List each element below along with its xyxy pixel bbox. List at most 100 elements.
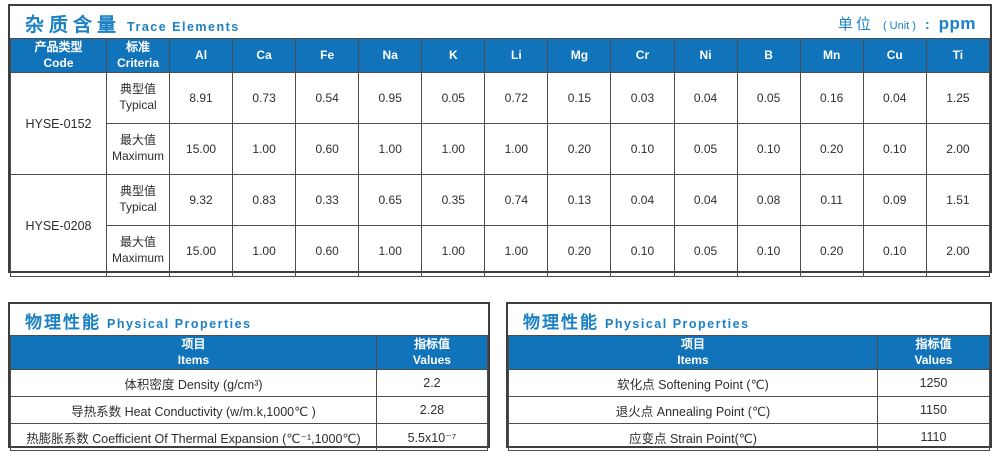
trace-value-cell: 15.00	[168, 123, 234, 175]
trace-value-cell: 1.00	[484, 225, 549, 277]
trace-value-cell: 0.03	[610, 72, 675, 124]
typical-label: 典型值 Typical	[106, 174, 170, 226]
trace-value-cell: 0.04	[673, 174, 738, 226]
trace-value-cell: 0.60	[295, 123, 360, 175]
trace-value-cell: 0.04	[862, 72, 927, 124]
trace-value-cell: 0.20	[547, 225, 612, 277]
element-header-fe: Fe	[295, 38, 360, 73]
header-criteria-en: Criteria	[116, 55, 160, 70]
trace-title-en: Trace Elements	[127, 19, 240, 34]
phys-item-cell: 热膨胀系数 Coefficient Of Thermal Expansion (…	[10, 423, 377, 451]
header-product-code: 产品类型 Code	[10, 38, 107, 73]
trace-title-row: 杂质含量 Trace Elements 单位 ( Unit ) : ppm	[10, 6, 990, 38]
trace-value-cell: 0.72	[484, 72, 549, 124]
unit-label: 单位 ( Unit ) : ppm	[838, 13, 976, 34]
trace-value-cell: 0.11	[799, 174, 864, 226]
trace-value-cell: 0.04	[610, 174, 675, 226]
phys-row: 软化点 Softening Point (℃) 1250	[508, 369, 991, 397]
header-values-cn: 指标值	[413, 336, 450, 351]
trace-value-cell: 0.05	[736, 72, 801, 124]
phys-row: 退火点 Annealing Point (℃) 1150	[508, 396, 991, 424]
phys-item-cell: 体积密度 Density (g/cm³)	[10, 369, 377, 397]
trace-value-cell: 0.83	[232, 174, 297, 226]
trace-value-cell: 0.04	[673, 72, 738, 124]
trace-title-cn: 杂质含量	[25, 14, 122, 36]
trace-value-cell: 1.00	[421, 225, 486, 277]
trace-value-cell: 0.10	[862, 225, 927, 277]
phys-value-cell: 1150	[876, 396, 991, 424]
header-criteria-cn: 标准	[125, 39, 150, 54]
header-items: 项目 Items	[10, 335, 377, 370]
trace-elements-table: 产品类型 Code 标准 Criteria Al Ca Fe Na K Li Mg Cr Ni B…	[10, 38, 991, 277]
product-code: HYSE-0152	[10, 72, 107, 175]
trace-value-cell: 0.05	[673, 225, 738, 277]
trace-value-cell: 1.00	[421, 123, 486, 175]
phys-row: 体积密度 Density (g/cm³) 2.2	[10, 369, 489, 397]
trace-value-cell: 1.51	[925, 174, 991, 226]
phys-left-title-en: Physical Properties	[107, 317, 252, 331]
trace-elements-panel: 杂质含量 Trace Elements 单位 ( Unit ) : ppm 产品…	[8, 4, 992, 277]
header-product-code-en: Code	[43, 55, 74, 70]
trace-value-cell: 0.60	[295, 225, 360, 277]
header-items-cn: 项目	[181, 336, 206, 351]
element-header-mg: Mg	[547, 38, 612, 73]
trace-value-cell: 0.74	[484, 174, 549, 226]
trace-row-hyse-0152-maximum: 最大值 Maximum 15.00 1.00 0.60 1.00 1.00 1.00 0.20 0…	[11, 123, 991, 175]
typical-label-cn: 典型值	[119, 184, 156, 199]
trace-value-cell: 15.00	[168, 225, 234, 277]
header-values-cn: 指标值	[915, 336, 952, 351]
trace-title: 杂质含量 Trace Elements	[25, 10, 240, 37]
element-header-li: Li	[484, 38, 549, 73]
phys-value-cell: 2.28	[375, 396, 489, 424]
trace-value-cell: 0.10	[736, 123, 801, 175]
trace-value-cell: 0.33	[295, 174, 360, 226]
element-header-k: K	[421, 38, 486, 73]
trace-value-cell: 1.00	[232, 123, 297, 175]
element-header-al: Al	[168, 38, 234, 73]
element-header-mn: Mn	[799, 38, 864, 73]
phys-value-cell: 2.2	[375, 369, 489, 397]
trace-value-cell: 0.35	[421, 174, 486, 226]
trace-value-cell: 0.10	[610, 225, 675, 277]
unit-value: ppm	[938, 13, 976, 33]
element-header-na: Na	[358, 38, 423, 73]
trace-value-cell: 0.15	[547, 72, 612, 124]
product-code: HYSE-0208	[10, 174, 107, 277]
trace-row-hyse-0208-typical: HYSE-0208 典型值 Typical 9.32 0.83 0.33 0.65 0.35 0…	[10, 174, 991, 277]
phys-row: 导热系数 Heat Conductivity (w/m.k,1000℃ ) 2.2…	[10, 396, 489, 424]
trace-value-cell: 0.20	[547, 123, 612, 175]
trace-value-cell: 8.91	[168, 72, 234, 124]
unit-colon: :	[924, 15, 930, 32]
trace-value-cell: 0.10	[610, 123, 675, 175]
typical-label-en: Typical	[119, 200, 157, 214]
header-items-cn: 项目	[680, 336, 705, 351]
element-header-cr: Cr	[610, 38, 675, 73]
trace-value-cell: 0.08	[736, 174, 801, 226]
maximum-label-cn: 最大值	[119, 235, 156, 250]
element-header-ni: Ni	[673, 38, 738, 73]
maximum-label: 最大值 Maximum	[106, 225, 170, 277]
physical-properties-table-right: 项目 Items 指标值 Values 软化点 Softening Point …	[508, 335, 991, 451]
trace-value-cell: 0.13	[547, 174, 612, 226]
phys-left-title-row: 物理性能 Physical Properties	[10, 304, 488, 335]
maximum-label-cn: 最大值	[119, 133, 156, 148]
phys-left-title-cn: 物理性能	[25, 313, 101, 332]
phys-right-title-row: 物理性能 Physical Properties	[508, 304, 990, 335]
physical-properties-panel-right: 物理性能 Physical Properties 项目 Items 指标值 Va…	[506, 302, 992, 451]
maximum-label: 最大值 Maximum	[106, 123, 170, 175]
trace-value-cell: 1.00	[358, 123, 423, 175]
trace-value-cell: 0.05	[421, 72, 486, 124]
unit-label-cn: 单位	[837, 15, 874, 33]
trace-value-cell: 0.95	[358, 72, 423, 124]
trace-header-row: 产品类型 Code 标准 Criteria Al Ca Fe Na K Li Mg Cr Ni B…	[10, 38, 991, 73]
trace-value-cell: 1.00	[484, 123, 549, 175]
phys-value-cell: 5.5x10⁻⁷	[375, 423, 489, 451]
header-items-en: Items	[677, 352, 709, 367]
physical-properties-table-left: 项目 Items 指标值 Values 体积密度 Density (g/cm³)…	[10, 335, 489, 451]
trace-value-cell: 0.09	[862, 174, 927, 226]
unit-label-en: ( Unit )	[882, 19, 916, 32]
maximum-label-en: Maximum	[111, 251, 164, 265]
phys-left-title: 物理性能 Physical Properties	[25, 308, 252, 333]
trace-value-cell: 0.65	[358, 174, 423, 226]
trace-value-cell: 1.25	[925, 72, 991, 124]
